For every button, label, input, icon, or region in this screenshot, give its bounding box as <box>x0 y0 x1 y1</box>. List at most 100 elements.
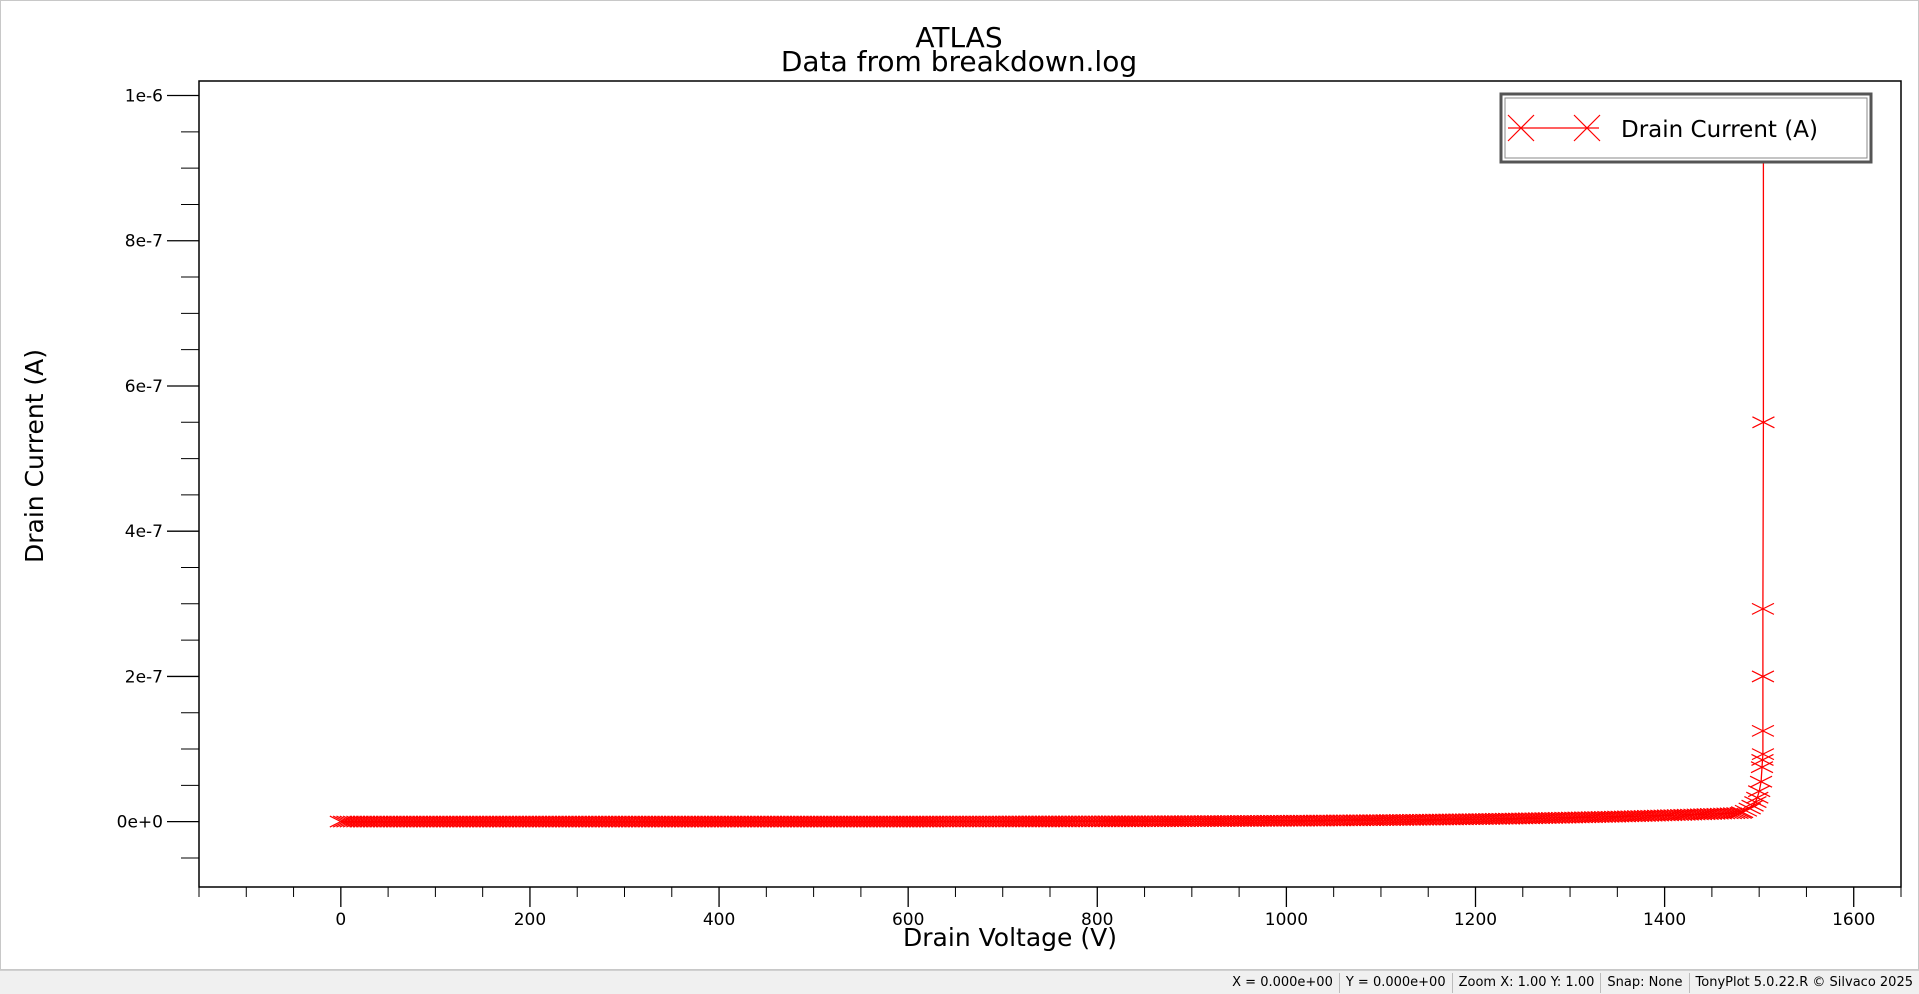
data-point-marker <box>964 815 988 828</box>
zoom-readout: Zoom X: 1.00 Y: 1.00 <box>1451 972 1601 993</box>
legend-marker <box>1507 114 1535 142</box>
data-point-marker <box>524 815 548 828</box>
data-point-marker <box>488 815 511 828</box>
data-point-marker <box>720 815 743 828</box>
data-point-marker <box>551 815 574 828</box>
data-point-marker <box>1160 815 1183 828</box>
data-point-marker <box>941 815 965 828</box>
data-point-marker <box>534 815 558 828</box>
data-point-marker <box>538 815 561 828</box>
data-point-marker <box>1170 815 1193 828</box>
data-point-marker <box>395 815 419 828</box>
data-point-marker <box>1084 815 1107 828</box>
data-point-marker <box>746 815 770 828</box>
data-point-marker <box>647 815 670 828</box>
data-point-marker <box>1722 807 1746 820</box>
data-point-marker <box>938 815 962 828</box>
data-point-marker <box>779 815 803 828</box>
data-point-marker <box>700 815 723 828</box>
legend[interactable]: Drain Current (A) <box>1499 92 1873 164</box>
status-bar: X = 0.000e+00 Y = 0.000e+00 Zoom X: 1.00… <box>0 970 1919 994</box>
y-tick-label: 1e-6 <box>125 87 163 107</box>
data-point-marker <box>988 815 1011 828</box>
data-point-marker <box>1047 815 1071 828</box>
data-point-marker <box>749 815 773 828</box>
data-point-marker <box>968 815 991 828</box>
data-point-marker <box>634 815 657 828</box>
data-point-marker <box>339 815 363 828</box>
data-point-marker <box>591 815 614 828</box>
data-point-marker <box>1130 815 1153 828</box>
data-point-marker <box>951 815 975 828</box>
data-point-marker <box>796 815 819 828</box>
data-point-marker <box>680 815 703 828</box>
data-point-marker <box>1051 815 1074 828</box>
data-point-marker <box>829 815 852 828</box>
data-point-marker <box>706 815 730 828</box>
data-point-marker <box>491 815 515 828</box>
data-point-marker <box>1107 815 1130 828</box>
data-point-marker <box>1080 815 1104 828</box>
data-point-marker <box>1100 815 1124 828</box>
data-point-marker <box>1140 815 1163 828</box>
plot-canvas[interactable]: ATLAS Data from breakdown.log 0e+0 2e-7 4e… <box>1 1 1918 969</box>
data-point-marker <box>1008 815 1031 828</box>
data-point-marker <box>468 815 492 828</box>
data-point-marker <box>418 815 442 828</box>
data-point-marker <box>776 815 799 828</box>
data-point-marker <box>792 815 816 828</box>
data-point-marker <box>898 815 922 828</box>
data-point-marker <box>521 815 545 828</box>
data-point-marker <box>1070 815 1094 828</box>
data-point-marker <box>1744 796 1767 809</box>
y-tick-label: 4e-7 <box>125 522 163 542</box>
data-point-marker <box>445 815 468 828</box>
x-tick-label: 1000 <box>1265 910 1308 930</box>
data-point-marker <box>399 815 422 828</box>
legend-entry-label: Drain Current (A) <box>1621 117 1818 143</box>
data-point-marker <box>614 815 637 828</box>
data-point-marker <box>1747 785 1771 798</box>
data-point-marker <box>1001 815 1024 828</box>
data-point-marker <box>1156 815 1180 828</box>
data-point-marker <box>448 815 472 828</box>
x-coordinate-readout: X = 0.000e+00 <box>1232 974 1333 990</box>
data-point-marker <box>855 815 879 828</box>
data-point-marker <box>1064 815 1087 828</box>
series-drain-current <box>329 147 1775 828</box>
data-point-marker <box>518 815 541 828</box>
data-point-marker <box>902 815 925 828</box>
chart-subtitle: Data from breakdown.log <box>781 45 1137 78</box>
data-point-marker <box>1074 815 1097 828</box>
data-point-marker <box>991 815 1014 828</box>
data-point-marker <box>508 815 531 828</box>
data-point-marker <box>365 815 389 828</box>
data-point-marker <box>1749 775 1773 788</box>
data-point-marker <box>385 815 409 828</box>
data-point-marker <box>1031 815 1054 828</box>
data-point-marker <box>624 815 647 828</box>
data-point-marker <box>1011 815 1034 828</box>
x-tick-label: 1600 <box>1832 910 1875 930</box>
data-point-marker <box>905 815 928 828</box>
data-point-marker <box>604 815 627 828</box>
data-point-marker <box>372 815 396 828</box>
data-point-marker <box>349 815 372 828</box>
data-point-marker <box>928 815 952 828</box>
data-point-marker <box>1123 815 1147 828</box>
data-point-marker <box>408 815 432 828</box>
data-point-marker <box>1027 815 1051 828</box>
data-point-marker <box>736 815 760 828</box>
data-point-marker <box>763 815 786 828</box>
data-point-marker <box>819 815 842 828</box>
data-point-marker <box>766 815 789 828</box>
data-point-marker <box>832 815 856 828</box>
x-tick-label: 800 <box>1081 910 1113 930</box>
data-point-marker <box>1087 815 1110 828</box>
data-point-marker <box>1094 815 1117 828</box>
data-point-marker <box>637 815 660 828</box>
data-point-marker <box>511 815 535 828</box>
data-point-marker <box>1150 815 1173 828</box>
data-point-marker <box>683 815 707 828</box>
data-point-marker <box>1044 815 1067 828</box>
